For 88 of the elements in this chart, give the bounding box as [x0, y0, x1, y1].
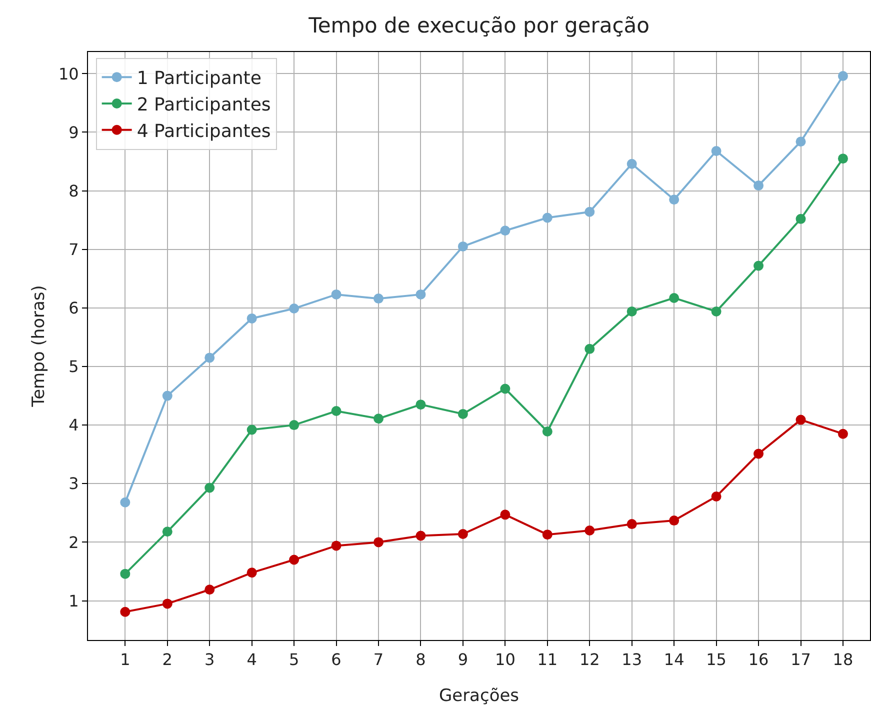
point [711, 492, 722, 502]
x-tick-label: 16 [748, 650, 769, 670]
point [796, 414, 806, 425]
x-tick-label: 13 [622, 650, 642, 670]
point [458, 529, 468, 539]
point [374, 294, 384, 304]
point [120, 606, 130, 617]
point [204, 584, 215, 595]
point [374, 414, 384, 424]
y-tick-label: 5 [68, 357, 79, 376]
point [711, 306, 722, 316]
x-tick-label: 5 [288, 650, 300, 670]
point [289, 554, 300, 565]
point [542, 530, 552, 540]
point [838, 154, 848, 164]
point [584, 206, 595, 217]
legend-label: 2 Participantes [136, 94, 271, 116]
point [331, 406, 342, 416]
point [669, 194, 680, 205]
point [458, 408, 468, 419]
y-tick-label: 9 [68, 122, 79, 142]
point [204, 352, 215, 363]
point [754, 260, 764, 271]
y-tick-label: 8 [68, 181, 79, 200]
point [246, 313, 257, 324]
point [246, 568, 257, 578]
x-tick-label: 8 [416, 650, 426, 670]
point [331, 540, 342, 551]
point [796, 214, 806, 224]
point [626, 519, 637, 530]
point [669, 516, 680, 526]
point [626, 306, 637, 316]
x-tick-label: 10 [495, 650, 516, 670]
point [542, 426, 552, 437]
point [796, 136, 806, 147]
y-tick-label: 10 [58, 64, 79, 84]
x-tick-label: 18 [832, 650, 854, 670]
point [120, 497, 130, 508]
point [162, 598, 172, 609]
x-tick-label: 6 [331, 650, 342, 670]
y-axis-title: Tempo (horas) [29, 285, 49, 408]
x-tick-label: 2 [162, 650, 172, 670]
point [120, 568, 130, 579]
chart-title: Tempo de execução por geração [308, 13, 650, 38]
point [584, 344, 595, 354]
x-tick-label: 4 [246, 650, 257, 670]
point [374, 537, 384, 548]
x-tick-label: 14 [664, 650, 684, 670]
point [754, 180, 764, 191]
point [162, 390, 172, 401]
x-tick-label: 17 [790, 650, 811, 670]
point [500, 384, 510, 394]
point [711, 146, 722, 156]
x-tick-label: 15 [706, 650, 726, 670]
x-tick-label: 12 [579, 650, 600, 670]
x-axis-title: Gerações [438, 686, 520, 706]
point [416, 289, 426, 300]
point [246, 424, 257, 435]
legend-label: 1 Participante [136, 68, 262, 90]
y-tick-label: 3 [68, 474, 79, 494]
point [331, 289, 342, 300]
point [500, 510, 510, 520]
y-tick-label: 6 [68, 298, 79, 318]
y-tick-label: 7 [68, 240, 79, 259]
point [289, 420, 300, 430]
x-tick-label: 11 [537, 650, 558, 670]
x-tick-label: 9 [458, 650, 468, 670]
point [204, 482, 215, 493]
x-tick-label: 7 [373, 650, 384, 670]
point [838, 428, 848, 439]
legend-label: 4 Participantes [136, 120, 271, 142]
x-tick-label: 3 [204, 650, 215, 670]
point [626, 158, 637, 169]
point [416, 400, 426, 410]
point [289, 304, 300, 314]
y-tick-label: 1 [68, 591, 79, 610]
point [669, 292, 680, 303]
point [754, 448, 764, 459]
point [162, 526, 172, 537]
y-tick-label: 4 [68, 416, 79, 435]
point [458, 241, 468, 252]
x-tick-label: 1 [120, 650, 130, 670]
y-tick-label: 2 [68, 532, 79, 552]
point [416, 530, 426, 541]
point [838, 71, 848, 82]
point [542, 212, 552, 223]
point [500, 226, 510, 236]
point [584, 525, 595, 536]
